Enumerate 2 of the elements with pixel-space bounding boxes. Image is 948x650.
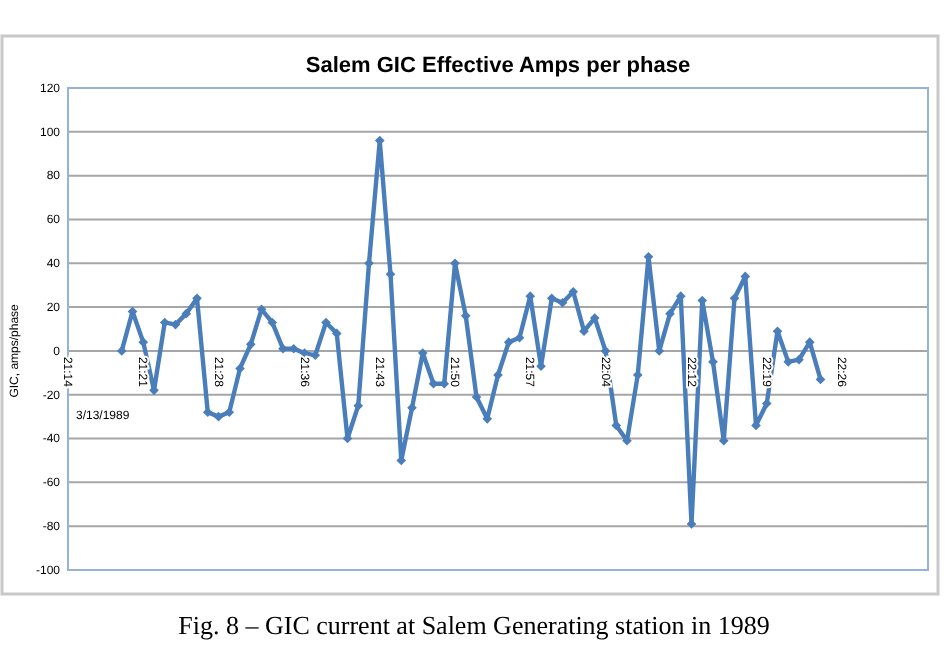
caption: Fig. 8 – GIC current at Salem Generating station in 1989 xyxy=(178,610,770,640)
chart-title: Salem GIC Effective Amps per phase xyxy=(305,54,691,78)
